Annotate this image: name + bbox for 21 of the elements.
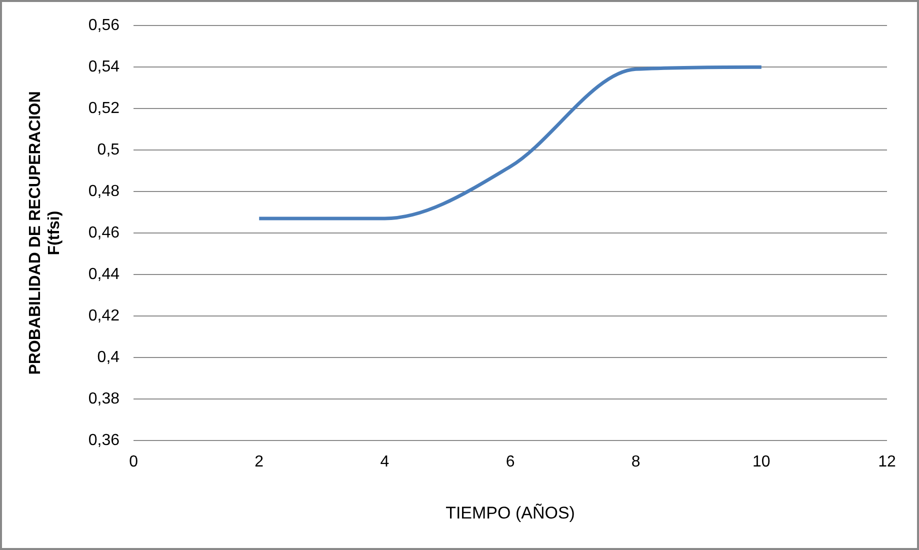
y-axis-title: PROBABILIDAD DE RECUPERACION F(tfsi): [27, 91, 64, 375]
x-tick-label: 8: [631, 453, 640, 470]
y-tick-label: 0,52: [88, 100, 120, 117]
y-tick-label: 0,36: [88, 432, 120, 449]
x-axis-title: TIEMPO (AÑOS): [446, 503, 575, 522]
x-tick-label: 10: [752, 453, 770, 470]
line-series: [257, 65, 764, 220]
y-tick-label: 0,44: [88, 266, 120, 283]
x-tick-label: 2: [254, 453, 264, 470]
y-tick-label: 0,56: [88, 17, 120, 34]
y-tick-label: 0,46: [88, 224, 120, 242]
y-tick-label: 0,42: [88, 307, 120, 324]
x-tick-label: 12: [878, 453, 896, 470]
y-tick-label: 0,38: [88, 390, 120, 408]
y-tick-label: 0,4: [97, 348, 120, 366]
y-tick-label: 0,54: [88, 58, 120, 76]
y-tick-label: 0,48: [88, 182, 120, 200]
y-tick-label: 0,5: [97, 141, 120, 158]
x-tick-label: 0: [129, 453, 138, 470]
x-tick-label: 4: [380, 453, 390, 470]
x-tick-label: 6: [506, 453, 515, 470]
